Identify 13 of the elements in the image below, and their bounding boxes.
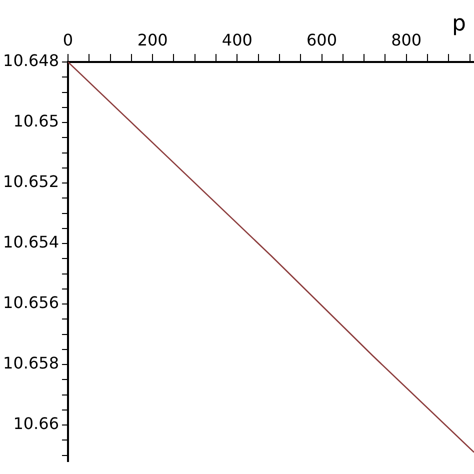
x-tick-label: 400 [222,30,252,50]
x-tick-label: 200 [137,30,168,50]
y-tick-label: 10.658 [3,354,59,373]
y-tick-label: 10.65 [13,112,59,131]
x-tick-label: 800 [391,30,422,50]
y-tick-label: 10.66 [13,414,59,434]
y-tick-label: 10.648 [3,51,59,70]
y-tick-label: 10.654 [3,232,59,252]
x-tick-label: 0 [62,30,74,50]
x-tick-label: 600 [306,30,338,50]
x-axis-title: p [452,12,466,37]
y-tick-label: 10.652 [3,172,59,192]
y-tick-label: 10.656 [3,293,59,312]
